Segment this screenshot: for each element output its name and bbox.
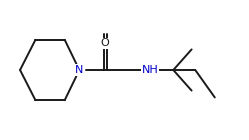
Text: NH: NH <box>142 65 159 75</box>
Text: O: O <box>101 38 110 48</box>
Text: N: N <box>75 65 84 75</box>
